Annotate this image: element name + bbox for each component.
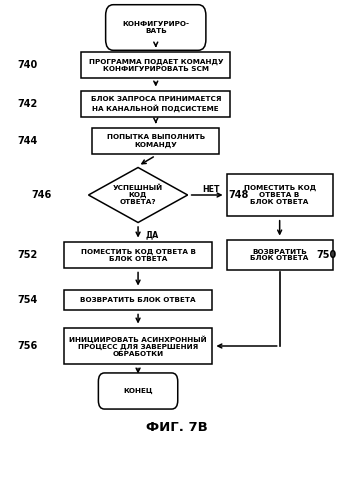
FancyBboxPatch shape — [64, 290, 212, 310]
Text: 746: 746 — [32, 190, 52, 200]
Text: 752: 752 — [18, 250, 38, 260]
Text: ПРОГРАММА ПОДАЕТ КОМАНДУ
КОНФИГУРИРОВАТЬ SCM: ПРОГРАММА ПОДАЕТ КОМАНДУ КОНФИГУРИРОВАТЬ… — [88, 58, 223, 71]
FancyBboxPatch shape — [105, 4, 206, 51]
FancyBboxPatch shape — [92, 128, 219, 154]
Text: ПОПЫТКА ВЫПОЛНИТЬ
КОМАНДУ: ПОПЫТКА ВЫПОЛНИТЬ КОМАНДУ — [107, 134, 205, 147]
Text: ВОЗВРАТИТЬ БЛОК ОТВЕТА: ВОЗВРАТИТЬ БЛОК ОТВЕТА — [80, 297, 196, 303]
Polygon shape — [88, 168, 188, 222]
Text: ПОМЕСТИТЬ КОД
ОТВЕТА В
БЛОК ОТВЕТА: ПОМЕСТИТЬ КОД ОТВЕТА В БЛОК ОТВЕТА — [244, 185, 316, 205]
Text: 744: 744 — [18, 136, 38, 146]
Text: 754: 754 — [18, 295, 38, 305]
Text: 748: 748 — [228, 190, 249, 200]
Text: 742: 742 — [18, 99, 38, 109]
FancyBboxPatch shape — [227, 240, 333, 270]
FancyBboxPatch shape — [64, 242, 212, 268]
FancyBboxPatch shape — [227, 174, 333, 216]
Text: 740: 740 — [18, 60, 38, 70]
Text: 756: 756 — [18, 341, 38, 351]
Text: ДА: ДА — [145, 230, 158, 239]
Text: КОНФИГУРИРО-
ВАТЬ: КОНФИГУРИРО- ВАТЬ — [122, 21, 189, 34]
FancyBboxPatch shape — [64, 328, 212, 364]
Text: 750: 750 — [317, 250, 337, 260]
Text: КОНЕЦ: КОНЕЦ — [123, 388, 153, 394]
FancyBboxPatch shape — [81, 52, 230, 78]
FancyBboxPatch shape — [81, 91, 230, 117]
Text: УСПЕШНЫЙ
КОД
ОТВЕТА?: УСПЕШНЫЙ КОД ОТВЕТА? — [113, 184, 163, 206]
Text: ИНИЦИИРОВАТЬ АСИНХРОННЫЙ
ПРОЦЕСС ДЛЯ ЗАВЕРШЕНИЯ
ОБРАБОТКИ: ИНИЦИИРОВАТЬ АСИНХРОННЫЙ ПРОЦЕСС ДЛЯ ЗАВ… — [69, 335, 207, 357]
Text: ПОМЕСТИТЬ КОД ОТВЕТА В
БЛОК ОТВЕТА: ПОМЕСТИТЬ КОД ОТВЕТА В БЛОК ОТВЕТА — [81, 248, 195, 262]
Text: НЕТ: НЕТ — [202, 184, 219, 194]
Text: ФИГ. 7В: ФИГ. 7В — [146, 421, 208, 434]
FancyBboxPatch shape — [98, 373, 178, 409]
Text: БЛОК ЗАПРОСА ПРИНИМАЕТСЯ
НА КАНАЛЬНОЙ ПОДСИСТЕМЕ: БЛОК ЗАПРОСА ПРИНИМАЕТСЯ НА КАНАЛЬНОЙ ПО… — [91, 96, 221, 112]
Text: ВОЗВРАТИТЬ
БЛОК ОТВЕТА: ВОЗВРАТИТЬ БЛОК ОТВЕТА — [251, 248, 309, 262]
